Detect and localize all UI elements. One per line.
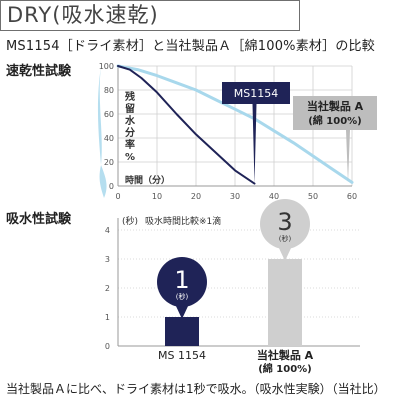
line-y-tick-label: 20 bbox=[104, 158, 114, 167]
line-y-tick-label: 60 bbox=[104, 110, 114, 119]
bar-y-tick-label: 0 bbox=[105, 342, 110, 351]
bar-product-a bbox=[268, 259, 302, 346]
line-y-tick-label: 80 bbox=[104, 86, 114, 95]
line-x-tick-label: 50 bbox=[308, 192, 318, 201]
bar-y-tick-label: 1 bbox=[105, 313, 110, 322]
line-x-tick-label: 30 bbox=[230, 192, 240, 201]
bar-value-label: 1 bbox=[174, 266, 189, 294]
series-line-product-a bbox=[116, 64, 354, 184]
bar-badge bbox=[260, 199, 310, 249]
page-title: DRY(吸水速乾) bbox=[0, 0, 300, 31]
line-x-axis-label: 時間（分） bbox=[125, 174, 170, 186]
callout-label-ms1154: MS1154 bbox=[234, 87, 278, 100]
quick-dry-test-label: 速乾性試験 bbox=[6, 64, 72, 79]
page-subtitle: MS1154［ドライ素材］と当社製品Ａ［綿100%素材］の比較 bbox=[6, 39, 375, 54]
drop-icon bbox=[97, 66, 107, 198]
bar-chart-subtitle: 吸水時間比較※1滴 bbox=[145, 215, 221, 227]
line-y-axis-label: 残留水分率% bbox=[124, 90, 136, 163]
bar-value-label: 3 bbox=[277, 208, 292, 236]
bar-category-label: 当社製品 A bbox=[257, 348, 314, 362]
bar-y-axis-label: (秒) bbox=[122, 215, 138, 227]
absorption-test-label: 吸水性試験 bbox=[6, 212, 72, 227]
callout-pointer-product-a bbox=[340, 130, 352, 183]
bar-value-unit: (秒) bbox=[279, 234, 292, 243]
line-y-tick-label: 100 bbox=[99, 62, 114, 71]
bar-badge-pointer bbox=[278, 246, 292, 261]
callout-box-product-a bbox=[293, 96, 377, 130]
series-line-ms1154 bbox=[117, 65, 256, 185]
bar-category-sublabel: (綿 100%) bbox=[258, 362, 312, 375]
bar-badge-pointer bbox=[175, 304, 189, 319]
bar-y-tick-label: 4 bbox=[105, 226, 110, 235]
callout-sublabel-product-a: (綿 100%) bbox=[308, 114, 362, 127]
bar-value-unit: (秒) bbox=[176, 292, 189, 301]
footer-note: 当社製品Ａに比べ、ドライ素材は1秒で吸水。（吸水性実験）（当社比） bbox=[6, 382, 386, 396]
line-x-tick-label: 60 bbox=[347, 192, 357, 201]
line-x-tick-label: 10 bbox=[152, 192, 162, 201]
bar-ms1154 bbox=[165, 317, 199, 346]
line-x-tick-label: 20 bbox=[191, 192, 201, 201]
line-y-tick-label: 40 bbox=[104, 134, 114, 143]
bar-badge bbox=[157, 257, 207, 307]
line-x-tick-label: 0 bbox=[115, 192, 120, 201]
callout-label-product-a: 当社製品 A bbox=[307, 99, 364, 113]
line-y-tick-label: 0 bbox=[109, 182, 114, 191]
bar-y-tick-label: 2 bbox=[105, 284, 110, 293]
callout-pointer-ms1154 bbox=[250, 104, 262, 184]
bar-y-tick-label: 3 bbox=[105, 255, 110, 264]
callout-box-ms1154 bbox=[222, 82, 290, 104]
line-x-tick-label: 40 bbox=[269, 192, 279, 201]
bar-category-label: MS 1154 bbox=[158, 349, 206, 362]
